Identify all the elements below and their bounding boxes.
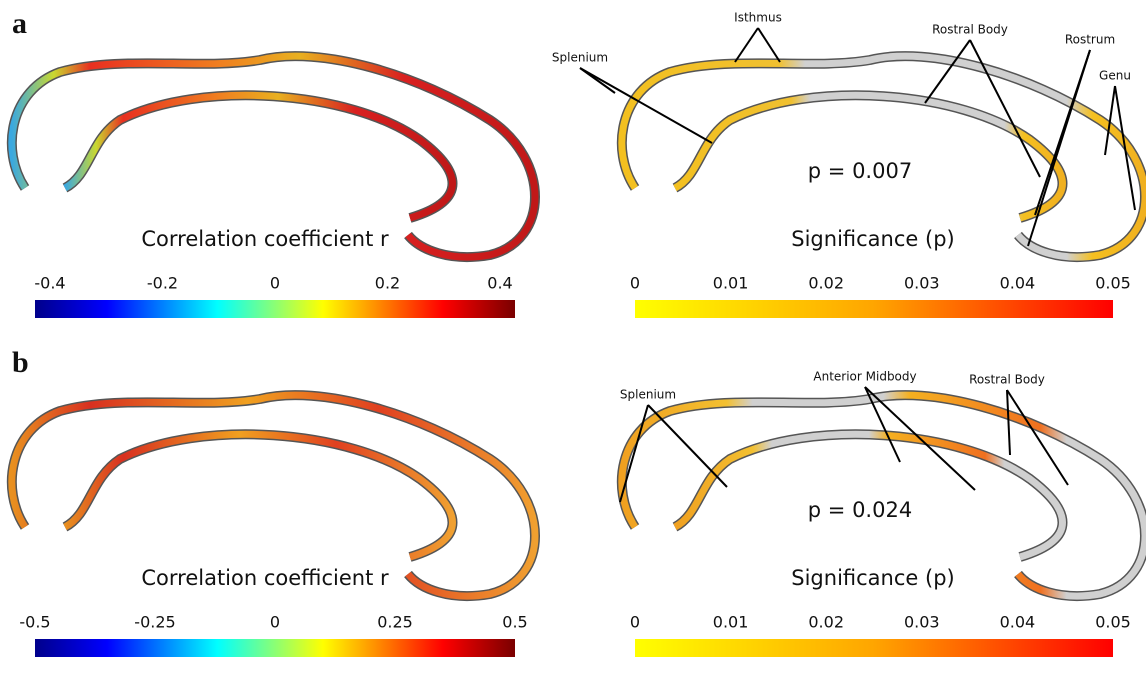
colorbar — [635, 300, 1113, 318]
panel-label: a — [12, 7, 27, 40]
colorbar-tick-label: 0.4 — [487, 274, 512, 293]
annotation: Splenium — [620, 388, 676, 402]
colorbar — [635, 639, 1113, 657]
annotation-line — [735, 28, 758, 62]
colorbar-title: Significance (p) — [791, 227, 954, 251]
colorbar-tick-label: 0.01 — [713, 274, 749, 293]
annotation: Anterior Midbody — [813, 370, 916, 384]
panel-label: b — [12, 346, 29, 379]
colorbar-tick-label: -0.2 — [147, 274, 178, 293]
p-value: p = 0.007 — [808, 159, 912, 183]
tract-outline — [675, 434, 1063, 557]
annotation-line — [648, 405, 727, 487]
annotation: Rostral Body — [969, 373, 1045, 387]
colorbar-tick-label: 0.05 — [1095, 613, 1131, 632]
colorbar-tick-label: 0 — [270, 613, 280, 632]
colorbar-tick-label: 0.03 — [904, 274, 940, 293]
colorbar-tick-label: 0.25 — [377, 613, 413, 632]
colorbar-tick-label: 0 — [270, 274, 280, 293]
tract-outline — [65, 95, 453, 218]
figure: a Correlation coefficient r -0.4 -0.2 0 0.2 0.… — [0, 0, 1146, 678]
annotation-line — [758, 28, 780, 62]
colorbar-title: Correlation coefficient r — [141, 227, 389, 251]
annotation-line — [925, 40, 970, 103]
panel: b Correlation coefficient r -0.5 -0.25 0 0.25… — [12, 346, 1145, 657]
annotation: Rostrum — [1065, 33, 1115, 47]
colorbar-tick-label: 0.2 — [375, 274, 400, 293]
colorbar-title: Significance (p) — [791, 566, 954, 590]
colorbar — [35, 300, 515, 318]
colorbar-tick-label: 0 — [630, 274, 640, 293]
tract-outline — [675, 95, 1063, 218]
colorbar-tick-label: 0.05 — [1095, 274, 1131, 293]
colorbar-tick-label: 0.02 — [808, 274, 844, 293]
colorbar-tick-label: -0.5 — [19, 613, 50, 632]
colorbar-tick-label: 0.04 — [1000, 613, 1036, 632]
colorbar-tick-label: -0.4 — [34, 274, 65, 293]
annotation-line — [580, 68, 712, 143]
annotation-line — [970, 40, 1040, 177]
colorbar-tick-label: 0.02 — [808, 613, 844, 632]
p-value: p = 0.024 — [808, 498, 912, 522]
annotation-line — [1007, 390, 1010, 455]
colorbar-tick-label: 0.03 — [904, 613, 940, 632]
colorbar-title: Correlation coefficient r — [141, 566, 389, 590]
colorbar-tick-label: 0 — [630, 613, 640, 632]
panel: a Correlation coefficient r -0.4 -0.2 0 0.2 0.… — [12, 7, 1145, 318]
annotation: Rostral Body — [932, 23, 1008, 37]
colorbar-tick-label: 0.04 — [1000, 274, 1036, 293]
tract-outline — [65, 434, 453, 557]
colorbar-tick-label: -0.25 — [134, 613, 175, 632]
colorbar-tick-label: 0.01 — [713, 613, 749, 632]
annotation: Splenium — [552, 51, 608, 65]
colorbar-tick-label: 0.5 — [502, 613, 527, 632]
colorbar — [35, 639, 515, 657]
annotation: Genu — [1099, 69, 1131, 83]
annotation: Isthmus — [734, 11, 782, 25]
